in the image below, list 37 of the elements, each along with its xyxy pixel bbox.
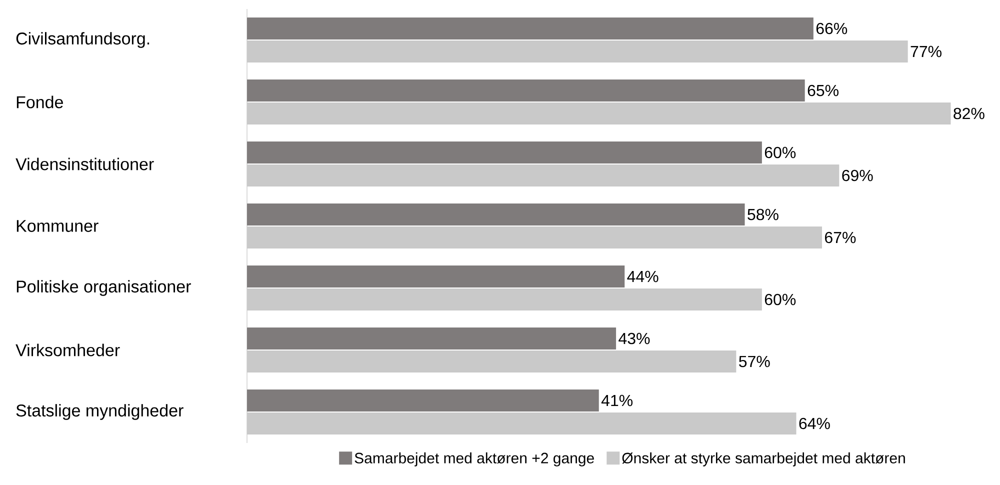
legend-label: Ønsker at styrke samarbejdet med aktøren — [622, 452, 905, 466]
y-tick-label: Fonde — [16, 96, 63, 108]
bar — [247, 266, 625, 288]
bar — [247, 164, 840, 187]
data-label: 44% — [627, 270, 658, 282]
y-tick-label: Statslige myndigheder — [16, 404, 184, 420]
bar — [247, 288, 762, 311]
y-tick-label: Vidensinstitutioner — [16, 158, 154, 170]
data-label: 60% — [764, 146, 796, 158]
bar — [247, 226, 822, 249]
bar — [247, 40, 908, 63]
bar — [247, 18, 814, 40]
bar — [247, 390, 599, 412]
y-tick-label: Civilsamfundsorg. — [16, 32, 150, 48]
data-label: 57% — [739, 356, 770, 368]
data-label: 60% — [764, 294, 796, 306]
y-tick-label: Politiske organisationer — [16, 280, 191, 296]
data-label: 69% — [842, 170, 873, 182]
data-label: 66% — [816, 22, 848, 34]
bar — [247, 80, 805, 102]
data-label: 65% — [808, 84, 838, 96]
data-label: 41% — [601, 394, 633, 406]
data-label: 67% — [825, 232, 856, 244]
y-tick-label: Kommuner — [16, 220, 98, 232]
bar — [247, 142, 762, 164]
bar — [247, 412, 796, 435]
bar — [247, 350, 736, 373]
bar — [247, 204, 745, 226]
y-tick-label: Virksomheder — [16, 344, 120, 356]
data-label: 77% — [910, 46, 942, 58]
data-label: 64% — [799, 418, 830, 430]
data-label: 58% — [748, 208, 778, 220]
data-label: 82% — [954, 108, 984, 120]
legend-label: Samarbejdet med aktøren +2 gange — [354, 452, 594, 466]
data-label: 43% — [618, 332, 650, 344]
bar — [247, 102, 951, 125]
bar — [247, 328, 616, 350]
